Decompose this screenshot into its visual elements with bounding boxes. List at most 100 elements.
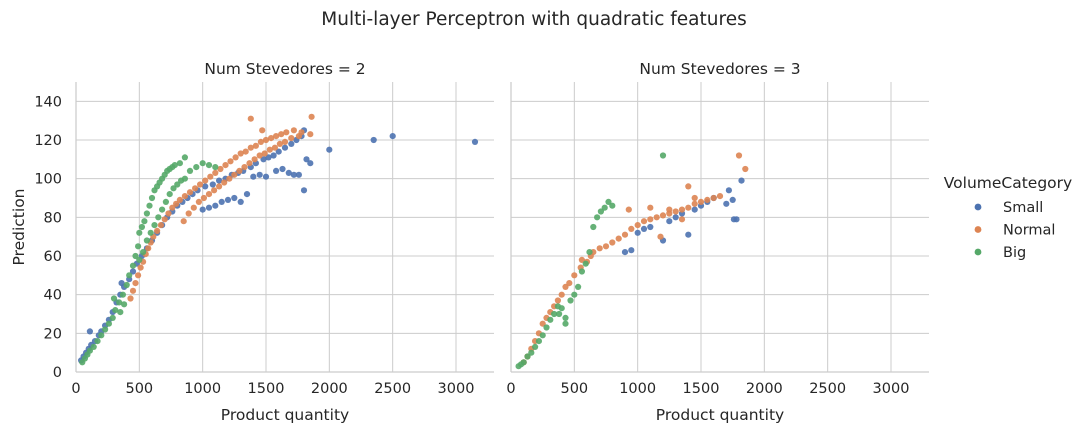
data-point-normal xyxy=(281,138,289,145)
panel-title: Num Stevedores = 2 xyxy=(204,60,365,78)
data-point-small xyxy=(202,183,209,190)
y-axis-label: Prediction xyxy=(10,188,28,265)
data-point-normal xyxy=(704,196,711,203)
data-point-normal xyxy=(132,280,139,287)
data-point-big xyxy=(119,291,126,298)
data-point-big xyxy=(105,320,112,327)
data-point-small xyxy=(129,268,137,275)
data-point-small xyxy=(265,154,272,161)
data-point-big xyxy=(571,291,578,298)
data-point-small xyxy=(303,156,310,163)
x-tick-label: 1500 xyxy=(683,381,720,397)
data-point-small xyxy=(279,165,286,173)
data-point-normal xyxy=(273,133,280,140)
legend-marker-big xyxy=(974,248,982,256)
data-point-normal xyxy=(278,131,285,138)
data-point-normal xyxy=(691,194,698,202)
data-point-small xyxy=(326,146,333,153)
data-point-normal xyxy=(672,208,679,215)
series-normal xyxy=(127,113,315,302)
data-point-normal xyxy=(227,158,234,165)
x-tick-label: 2500 xyxy=(374,381,411,397)
data-point-big xyxy=(547,316,554,323)
series-big xyxy=(515,152,667,370)
data-point-big xyxy=(528,349,535,356)
data-point-big xyxy=(597,208,605,215)
data-point-big xyxy=(567,297,574,304)
data-point-normal xyxy=(647,204,654,211)
data-point-big xyxy=(171,162,178,169)
x-axis-label: Product quantity xyxy=(656,406,784,424)
data-point-big xyxy=(575,283,582,290)
data-point-small xyxy=(307,160,314,167)
data-point-normal xyxy=(647,216,654,223)
data-point-normal xyxy=(262,136,270,144)
data-point-big xyxy=(112,307,119,314)
data-point-small xyxy=(231,194,238,202)
data-point-big xyxy=(590,223,597,231)
data-point-normal xyxy=(602,243,610,250)
data-point-small xyxy=(621,249,629,256)
data-point-small xyxy=(216,177,223,184)
data-point-normal xyxy=(276,140,283,147)
data-point-small xyxy=(262,173,270,180)
legend-marker-small xyxy=(974,203,982,211)
data-point-big xyxy=(556,310,563,318)
x-tick-label: 1500 xyxy=(248,381,285,397)
data-point-normal xyxy=(173,200,180,207)
data-point-normal xyxy=(562,283,569,290)
data-point-big xyxy=(535,338,543,345)
data-point-normal xyxy=(247,115,254,122)
data-point-normal xyxy=(742,165,749,173)
series-big xyxy=(79,154,219,366)
data-point-normal xyxy=(298,129,305,136)
data-point-big xyxy=(520,359,527,366)
data-point-small xyxy=(237,198,244,205)
data-point-big xyxy=(562,320,569,327)
data-point-normal xyxy=(266,146,273,153)
data-point-small xyxy=(260,156,267,163)
y-tick-label: 60 xyxy=(44,249,62,265)
data-point-normal xyxy=(197,181,204,188)
data-point-small xyxy=(725,187,733,194)
data-point-normal xyxy=(216,183,223,190)
data-point-big xyxy=(90,343,97,350)
data-point-normal xyxy=(653,214,660,221)
data-point-normal xyxy=(192,185,199,192)
data-point-small xyxy=(295,171,302,178)
data-point-big xyxy=(594,214,601,221)
data-point-big xyxy=(174,181,181,188)
data-point-normal xyxy=(190,204,197,211)
data-point-big xyxy=(141,218,148,225)
data-point-small xyxy=(212,202,219,209)
data-point-normal xyxy=(625,206,632,213)
data-point-big xyxy=(109,314,116,321)
data-point-small xyxy=(634,229,641,236)
data-point-small xyxy=(723,200,730,207)
data-point-small xyxy=(209,181,216,188)
data-point-normal xyxy=(252,142,259,149)
data-point-small xyxy=(640,225,648,232)
data-point-small xyxy=(273,167,280,174)
legend-title: VolumeCategory xyxy=(944,174,1072,192)
panel-num-stevedores-2: 0 500 1000 1500 2000 2500 3000 0 20 40 60 80 100 120 1… xyxy=(10,60,494,424)
data-point-big xyxy=(117,309,124,316)
y-tick-label: 140 xyxy=(34,94,62,110)
x-tick-label: 0 xyxy=(71,381,80,397)
y-tick-label: 80 xyxy=(44,210,62,226)
data-point-normal xyxy=(135,272,142,279)
data-point-small xyxy=(281,144,289,151)
data-point-normal xyxy=(666,206,673,213)
data-point-big xyxy=(193,164,200,171)
data-point-normal xyxy=(735,152,743,159)
data-point-big xyxy=(582,260,589,267)
data-point-normal xyxy=(129,287,137,294)
data-point-big xyxy=(659,152,667,159)
data-point-normal xyxy=(261,150,268,157)
data-point-normal xyxy=(137,264,144,271)
data-point-big xyxy=(147,229,154,236)
data-point-normal xyxy=(246,160,253,167)
data-point-big xyxy=(146,202,153,209)
data-point-normal xyxy=(226,175,233,182)
data-point-normal xyxy=(222,162,229,169)
